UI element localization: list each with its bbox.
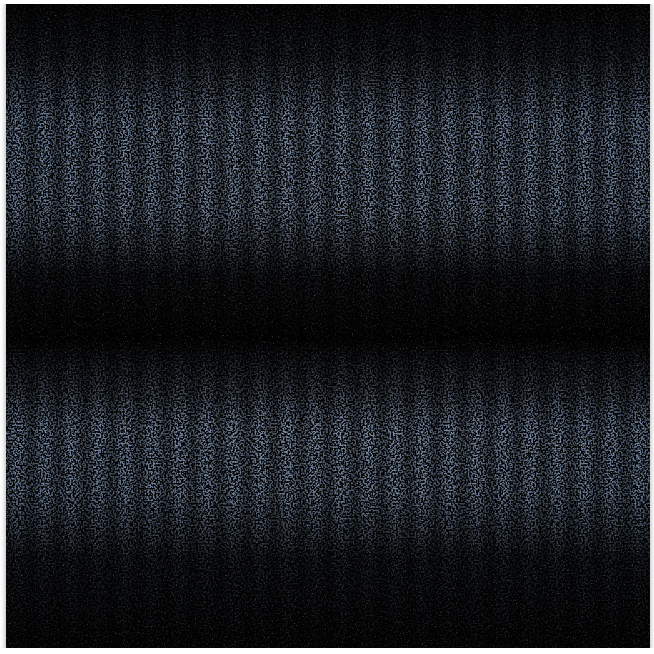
page <box>0 0 654 654</box>
image-area <box>6 4 650 648</box>
texture-image <box>0 0 654 654</box>
